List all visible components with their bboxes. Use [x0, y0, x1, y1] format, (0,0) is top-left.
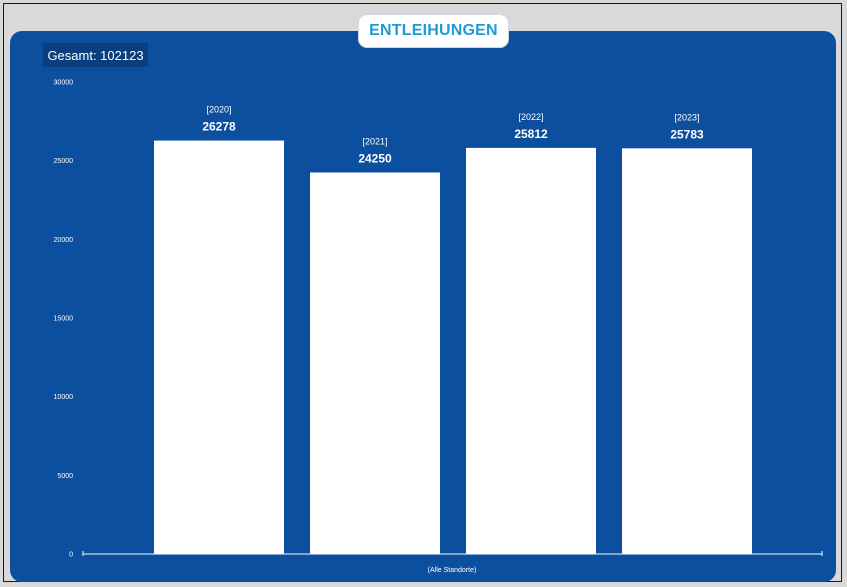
y-tick-label: 5000	[57, 473, 73, 480]
bar-value-label: 24250	[358, 151, 392, 165]
total-badge: Gesamt: 102123	[43, 43, 148, 67]
bar-value-label: 25783	[670, 127, 704, 141]
y-axis: 0 5000 10000 15000 20000 25000 30000	[54, 80, 74, 559]
x-axis-label: (Alle Standorte)	[428, 567, 477, 574]
bar-category-label: [2022]	[518, 112, 543, 122]
y-tick-label: 0	[69, 552, 73, 559]
bar-category-label: [2023]	[674, 112, 699, 122]
bar-value-label: 25812	[514, 127, 548, 141]
bar-value-label: 26278	[202, 120, 236, 134]
y-tick-label: 30000	[54, 80, 74, 87]
y-tick-label: 10000	[54, 394, 74, 401]
bar[interactable]	[154, 140, 284, 555]
bar[interactable]	[466, 147, 596, 554]
y-tick-label: 20000	[54, 237, 74, 244]
bar[interactable]	[310, 172, 440, 554]
y-tick-label: 15000	[54, 316, 74, 323]
bar-category-label: [2020]	[206, 105, 231, 115]
bar[interactable]	[622, 148, 752, 554]
y-tick-label: 25000	[54, 158, 74, 165]
bars: [2020] 26278 [2021] 24250 [2022] 25812 [2023] 2…	[154, 105, 752, 555]
bar-category-label: [2021]	[362, 136, 387, 146]
chart-title: ENTLEIHUNGEN	[358, 14, 509, 48]
